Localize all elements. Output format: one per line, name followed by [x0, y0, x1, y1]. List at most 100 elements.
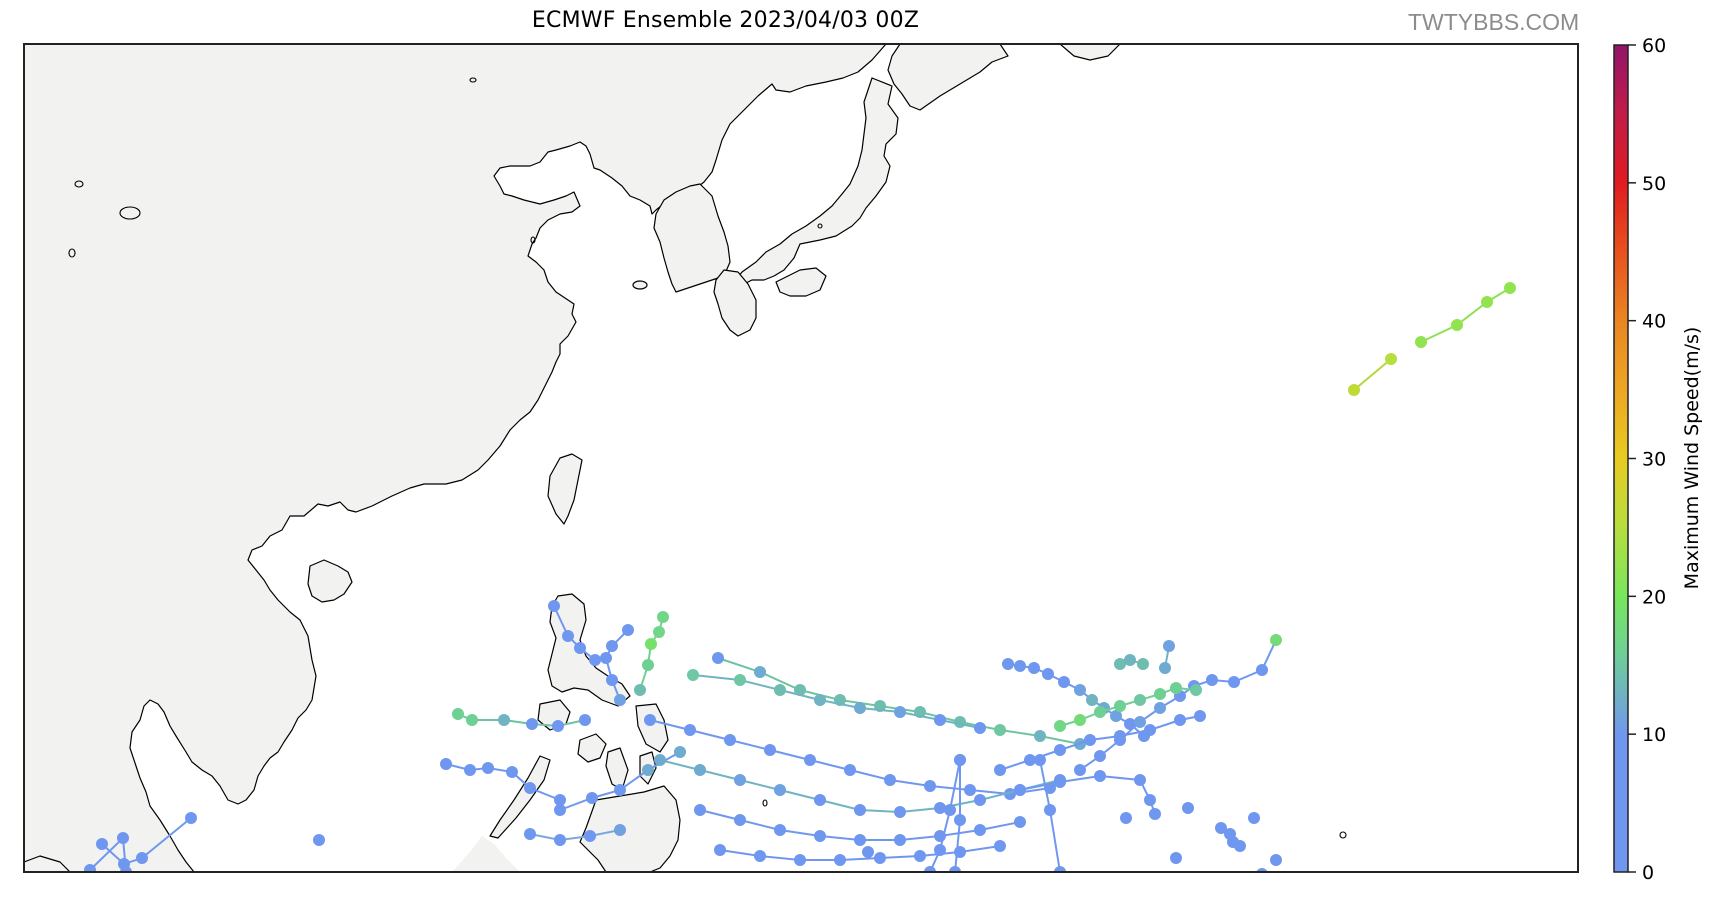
track-point	[1014, 660, 1026, 672]
track-point	[1504, 282, 1516, 294]
track-point	[1194, 710, 1206, 722]
track-point	[118, 858, 130, 870]
colorbar-tick-label: 30	[1642, 449, 1666, 471]
track-point	[498, 714, 510, 726]
track-point	[1094, 750, 1106, 762]
colorbar-tick-label: 60	[1642, 35, 1666, 57]
track-point	[684, 724, 696, 736]
track-point	[1034, 730, 1046, 742]
track-point	[1270, 634, 1282, 646]
track-point	[994, 724, 1006, 736]
chart-title: ECMWF Ensemble 2023/04/03 00Z	[0, 8, 1725, 33]
track-point	[964, 784, 976, 796]
track-point	[1144, 724, 1156, 736]
colorbar-tick-label: 0	[1642, 862, 1654, 884]
track-point	[1170, 852, 1182, 864]
track-point	[185, 812, 197, 824]
track-point	[954, 814, 966, 826]
track-point	[954, 754, 966, 766]
storm-track	[600, 624, 634, 706]
land-honshu	[733, 77, 899, 291]
track-point	[657, 611, 669, 623]
track-point	[854, 804, 866, 816]
track-point	[714, 844, 726, 856]
track-point	[974, 794, 986, 806]
track-point	[1481, 296, 1493, 308]
track-point	[974, 722, 986, 734]
colorbar-tick-label: 40	[1642, 311, 1666, 333]
track-point	[1248, 812, 1260, 824]
track-point	[854, 702, 866, 714]
track-point	[653, 626, 665, 638]
land-visayas-panay	[577, 733, 607, 763]
colorbar: 0 10 20 30 40 50 60 Maximum Wind Speed(m/s)	[1613, 35, 1703, 884]
track-point	[814, 694, 826, 706]
track-point	[814, 830, 826, 842]
track-point	[464, 764, 476, 776]
track-point	[934, 714, 946, 726]
track-point	[734, 774, 746, 786]
track-point	[1114, 658, 1126, 670]
land-palawan	[489, 755, 551, 839]
track-line	[529, 829, 621, 842]
storm-track	[452, 708, 591, 732]
track-point	[1084, 734, 1096, 746]
track-point	[117, 832, 129, 844]
track-point	[1110, 710, 1122, 722]
island-outline	[1339, 831, 1347, 839]
track-point	[794, 854, 806, 866]
lake-outline	[469, 77, 477, 83]
track-point	[854, 834, 866, 846]
track-point	[1149, 808, 1161, 820]
track-line	[929, 759, 961, 872]
track-point	[774, 824, 786, 836]
track-point	[466, 714, 478, 726]
track-point	[614, 824, 626, 836]
colorbar-ticks: 0 10 20 30 40 50 60	[1628, 35, 1666, 884]
track-point	[1124, 654, 1136, 666]
track-point	[1170, 682, 1182, 694]
storm-track	[440, 758, 566, 806]
storm-track	[687, 669, 986, 734]
chart-title-text: ECMWF Ensemble 2023/04/03 00Z	[531, 8, 920, 33]
track-point	[1270, 854, 1282, 866]
track-point	[1154, 702, 1166, 714]
track-point	[862, 846, 874, 858]
lake-outline	[74, 180, 84, 188]
track-point	[1002, 658, 1014, 670]
land-kyushu	[713, 269, 757, 337]
land-south-islands	[24, 855, 71, 872]
colorbar-label: Maximum Wind Speed(m/s)	[1681, 327, 1703, 590]
track-point	[642, 659, 654, 671]
track-point	[1228, 676, 1240, 688]
track-point	[1215, 822, 1227, 834]
track-point	[1415, 336, 1427, 348]
land-jeju	[632, 280, 648, 290]
track-point	[1163, 640, 1175, 652]
colorbar-tick-label: 50	[1642, 173, 1666, 195]
track-point	[584, 830, 596, 842]
track-point	[1154, 688, 1166, 700]
track-point	[814, 794, 826, 806]
storm-track	[1114, 654, 1149, 670]
track-point	[136, 852, 148, 864]
track-point	[1094, 770, 1106, 782]
track-point	[614, 784, 626, 796]
colorbar-bar	[1613, 44, 1629, 873]
land-borneo-north	[452, 836, 520, 872]
track-point	[1451, 319, 1463, 331]
track-point	[954, 716, 966, 728]
track-point	[96, 838, 108, 850]
track-point	[1174, 714, 1186, 726]
track-point	[1074, 714, 1086, 726]
track-point	[1234, 840, 1246, 852]
track-point	[1190, 684, 1202, 696]
storm-track	[1348, 353, 1397, 396]
track-point	[1094, 706, 1106, 718]
track-point	[1054, 720, 1066, 732]
track-point	[674, 746, 686, 758]
track-point	[642, 764, 654, 776]
track-point	[944, 804, 956, 816]
track-point	[1182, 802, 1194, 814]
storm-track	[548, 600, 601, 666]
